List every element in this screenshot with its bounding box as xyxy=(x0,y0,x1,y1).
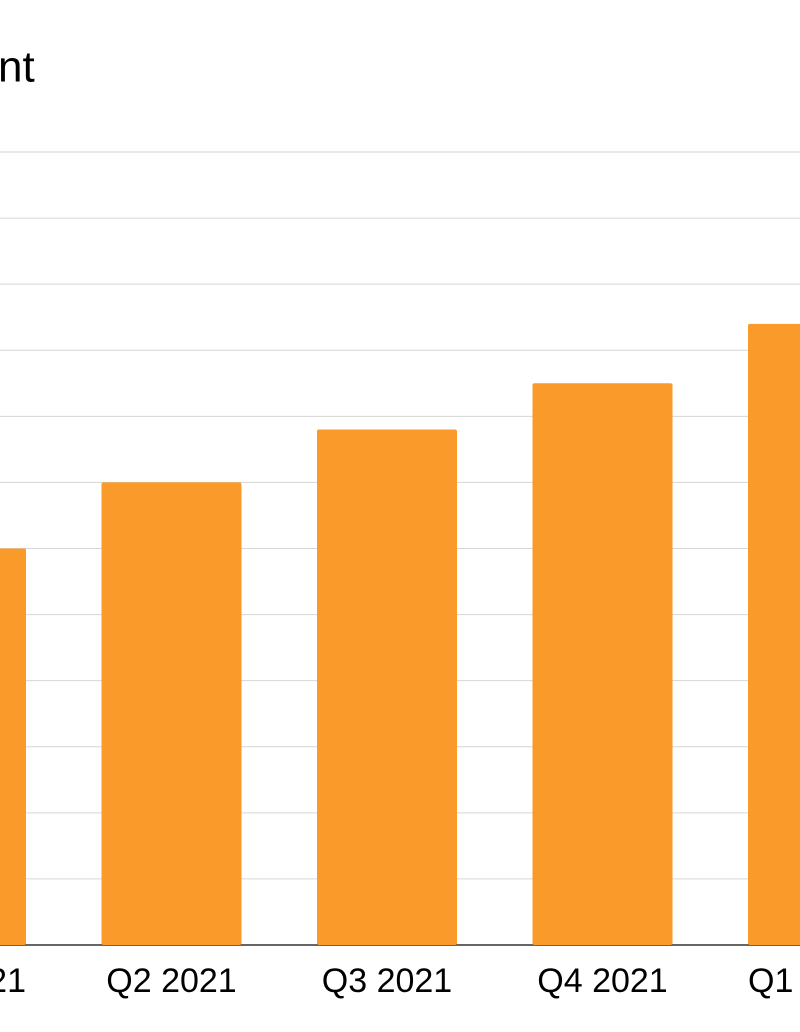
bar xyxy=(748,323,800,945)
bar xyxy=(0,548,26,945)
x-tick-label: Q1 xyxy=(748,962,793,1000)
x-tick-label: 21 xyxy=(0,962,26,1000)
bar xyxy=(317,429,457,945)
bar xyxy=(532,383,673,946)
chart-title: nt xyxy=(0,43,35,92)
x-tick-label: Q3 2021 xyxy=(322,962,452,1000)
x-tick-label: Q4 2021 xyxy=(537,962,667,1000)
x-tick-label: Q2 2021 xyxy=(106,962,236,1000)
bar xyxy=(101,482,242,945)
